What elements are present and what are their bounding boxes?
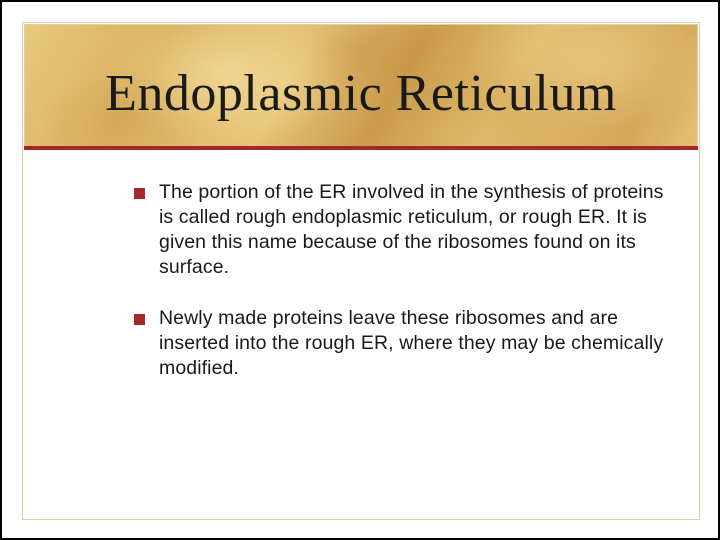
slide-title: Endoplasmic Reticulum bbox=[24, 64, 698, 123]
bullet-item: Newly made proteins leave these ribosome… bbox=[134, 306, 664, 381]
bullet-item: The portion of the ER involved in the sy… bbox=[134, 180, 664, 280]
slide-container: Endoplasmic Reticulum The portion of the… bbox=[2, 2, 718, 538]
bullet-marker-icon bbox=[134, 314, 145, 325]
bullet-text: Newly made proteins leave these ribosome… bbox=[159, 306, 664, 381]
content-area: The portion of the ER involved in the sy… bbox=[134, 180, 664, 407]
title-underline bbox=[24, 146, 698, 150]
bullet-marker-icon bbox=[134, 188, 145, 199]
bullet-text: The portion of the ER involved in the sy… bbox=[159, 180, 664, 280]
